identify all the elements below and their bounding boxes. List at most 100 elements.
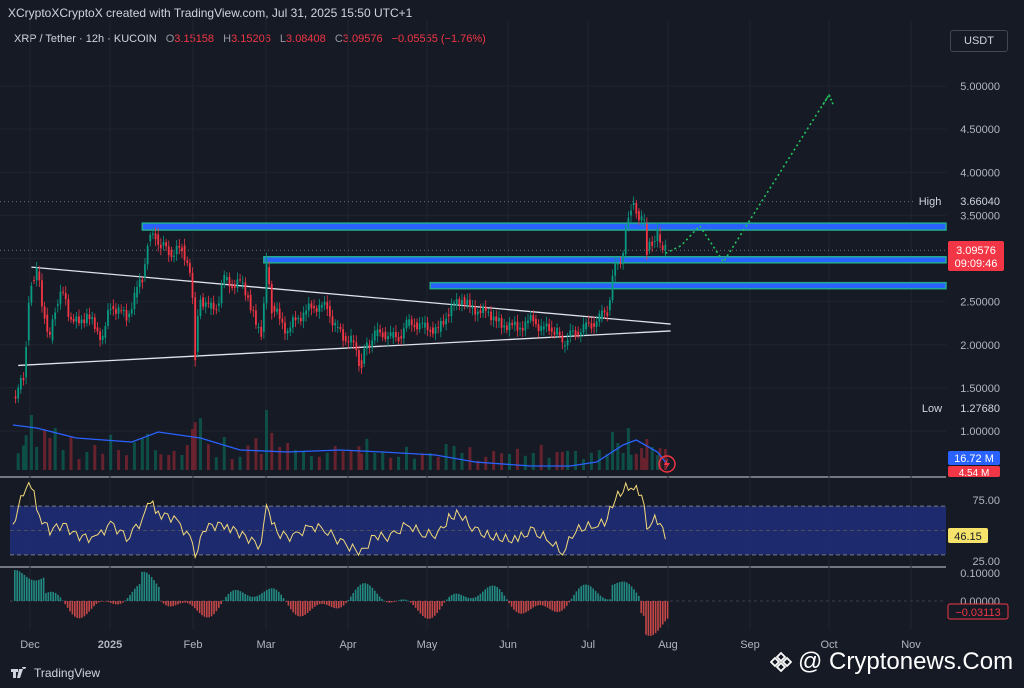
price-candle [88,314,91,320]
macd-histogram-bar [81,601,83,618]
macd-histogram-bar [628,584,630,601]
price-candle [64,293,67,300]
volume-bar [341,451,345,470]
macd-histogram-bar [266,589,268,601]
macd-histogram-bar [455,593,458,601]
macd-histogram-bar [246,595,249,601]
macd-histogram-bar [33,580,35,601]
price-candle [630,210,632,216]
macd-histogram-bar [527,601,530,611]
volume-bar [476,460,480,470]
price-candle [653,241,656,243]
macd-histogram-bar [88,601,90,612]
macd-histogram-bar [76,601,78,618]
macd-histogram-bar [501,592,503,601]
price-candle [358,350,360,366]
price-candle [173,255,175,258]
macd-histogram-bar [539,601,542,606]
macd-histogram-bar [177,601,179,605]
price-candle [550,327,553,332]
price-candle [556,327,558,335]
price-candle [595,321,598,327]
price-candle [162,242,165,246]
macd-histogram-bar [388,601,390,603]
volume-bar [500,453,504,470]
price-candle [535,318,537,325]
price-candle [54,312,57,320]
volume-bar [357,446,361,470]
price-candle [336,326,339,328]
price-candle [231,286,234,289]
price-candle [519,327,521,330]
currency-button[interactable]: USDT [950,30,1008,52]
macd-histogram-bar [167,601,170,607]
macd-histogram-bar [105,601,107,602]
macd-histogram-bar [215,601,218,612]
macd-histogram-bar [38,579,40,601]
volume-bar [294,450,298,470]
price-candle [262,303,265,332]
macd-histogram-bar [306,601,309,613]
macd-histogram-bar [657,601,659,631]
price-candle [479,310,482,314]
macd-histogram-bar [525,601,527,613]
price-candle [247,295,249,298]
macd-histogram-bar [309,601,311,611]
volume-bar [117,450,121,470]
macd-histogram-bar [268,588,270,601]
volume-bar [655,455,659,470]
volume-bar [109,434,113,470]
price-candle [194,297,197,361]
symbol-name[interactable]: XRP / Tether · 12h · KUCOIN [14,33,157,45]
tradingview-logo[interactable]: TradingView [10,666,100,680]
high-value: 3.66040 [960,196,1000,208]
macd-histogram-bar [554,601,556,612]
price-candle [508,322,511,331]
macd-histogram-bar [40,578,42,601]
price-candle [80,319,83,324]
macd-histogram-bar [354,589,357,601]
macd-histogram-bar [556,601,558,613]
price-candle [109,309,112,311]
price-candle [532,315,535,322]
macd-histogram-bar [189,601,191,605]
price-candle [516,321,519,331]
price-candle [14,396,17,399]
macd-histogram-bar [290,601,292,610]
y-tick-label: 3.50000 [960,210,1000,222]
low-value: 3.08408 [286,33,326,45]
price-candle [601,310,603,319]
macd-histogram-bar [518,601,520,614]
macd-histogram-bar [659,601,662,628]
x-tick-label: Jun [499,639,517,651]
triangle-lower-line [18,330,671,367]
x-tick-label: Jul [581,639,595,651]
price-candle [638,211,640,221]
macd-histogram-bar [563,601,566,609]
macd-histogram-bar [443,601,446,603]
price-candle [490,311,492,321]
macd-histogram-bar [489,586,491,601]
volume-bar [167,455,171,470]
price-candle [598,313,601,322]
macd-histogram-bar [112,601,114,604]
macd-histogram-bar [566,601,568,606]
price-candle [426,322,429,331]
price-candle [350,335,352,343]
macd-histogram-bar [59,597,62,601]
macd-histogram-bar [330,601,333,608]
macd-histogram-bar [429,601,431,619]
price-candle [387,336,389,340]
volume-bar [278,447,282,470]
macd-histogram-bar [42,577,45,601]
x-tick-label: Mar [257,639,276,651]
price-candle [112,305,115,309]
price-candle [418,323,421,330]
price-candle [107,309,109,326]
lightning-icon [664,458,670,470]
volume-bar [468,447,472,470]
price-candle [437,327,440,329]
macd-histogram-bar [196,601,198,611]
volume-bar [35,447,39,470]
